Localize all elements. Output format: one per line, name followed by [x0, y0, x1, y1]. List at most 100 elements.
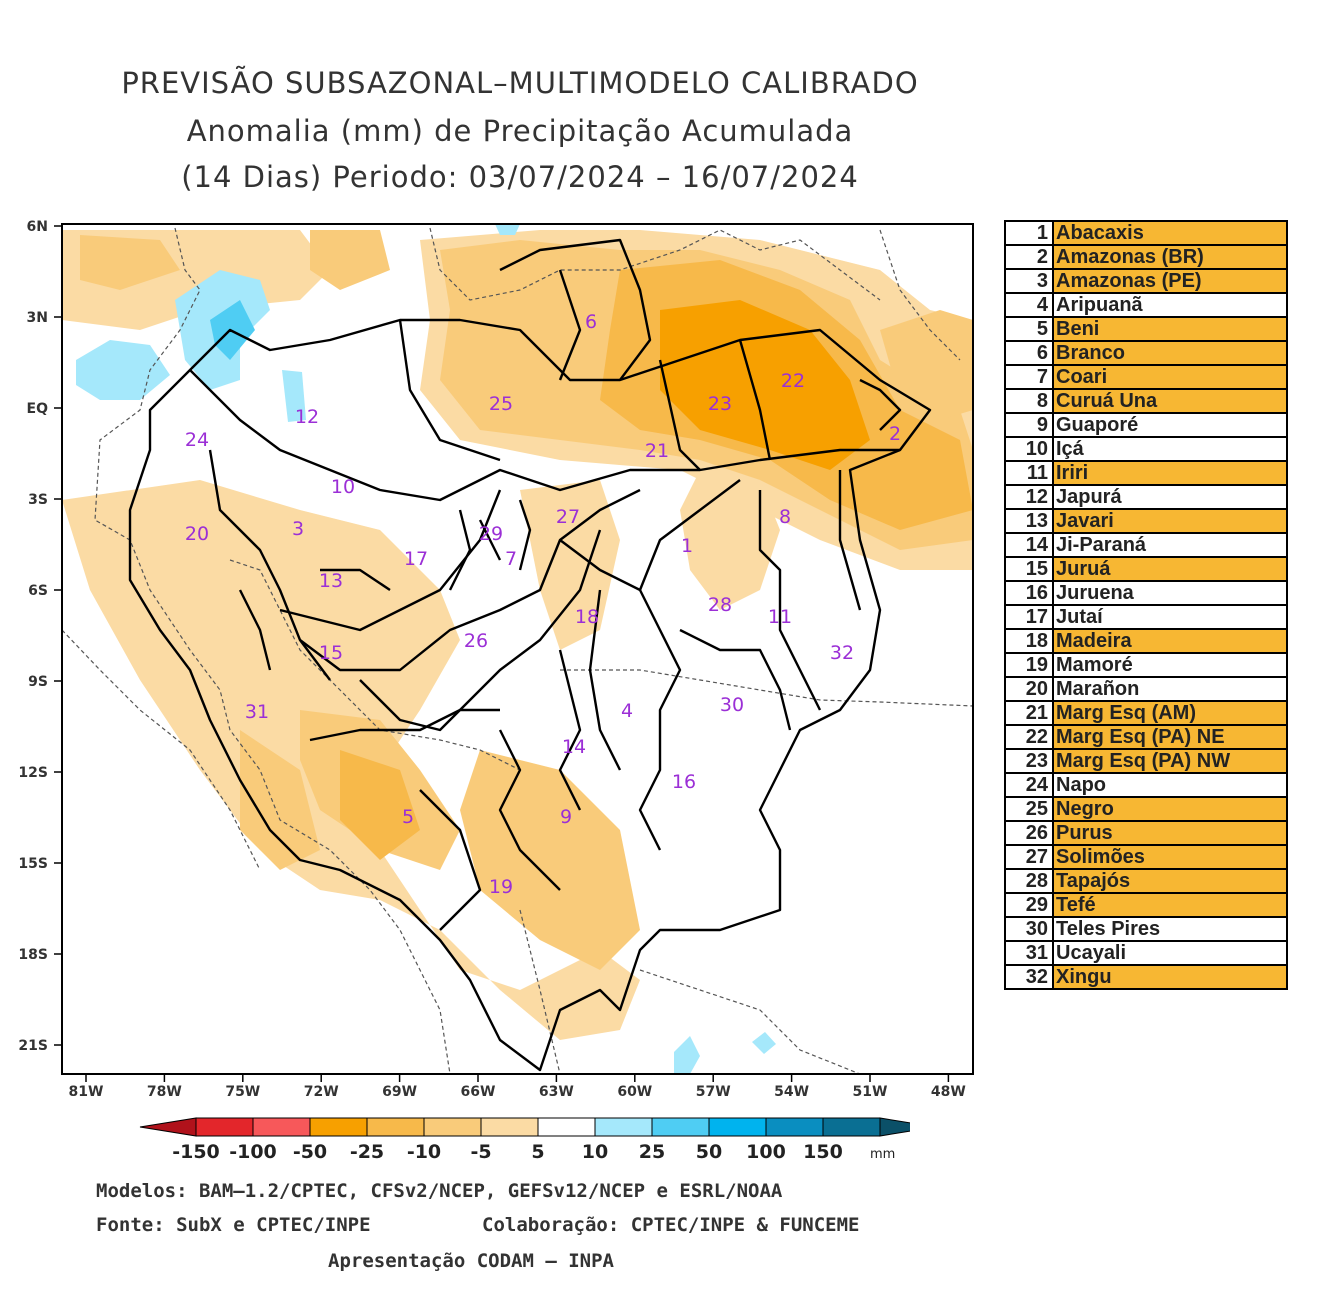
colorbar-box — [651, 1117, 710, 1137]
legend-basin-name: Madeira — [1052, 628, 1288, 654]
map-frame — [61, 223, 974, 1075]
legend-basin-name: Coari — [1052, 364, 1288, 390]
basin-label-25: 25 — [489, 393, 513, 415]
basin-label-9: 9 — [560, 806, 572, 828]
colorbar-label: 100 — [746, 1141, 786, 1163]
legend-row: 22 Marg Esq (PA) NE — [1004, 724, 1288, 750]
legend-basin-name: Juruá — [1052, 556, 1288, 582]
lat-label: 3S — [28, 492, 48, 508]
legend-row: 7 Coari — [1004, 364, 1288, 390]
basin-label-5: 5 — [402, 806, 414, 828]
lon-label: 69W — [382, 1084, 417, 1100]
legend-row: 28 Tapajós — [1004, 868, 1288, 894]
legend-basin-name: Javari — [1052, 508, 1288, 534]
legend-row: 15 Juruá — [1004, 556, 1288, 582]
legend-basin-name: Solimões — [1052, 844, 1288, 870]
lon-label: 60W — [617, 1084, 652, 1100]
colorbar-left-arrow — [139, 1117, 197, 1137]
lon-label: 81W — [69, 1084, 104, 1100]
basin-label-27: 27 — [556, 506, 580, 528]
legend-basin-name: Branco — [1052, 340, 1288, 366]
colorbar-label: 25 — [639, 1141, 665, 1163]
basin-label-4: 4 — [621, 700, 633, 722]
legend-number: 16 — [1004, 580, 1054, 606]
legend-number: 15 — [1004, 556, 1054, 582]
legend-row: 16 Juruena — [1004, 580, 1288, 606]
legend-basin-name: Negro — [1052, 796, 1288, 822]
basin-boundaries — [128, 238, 932, 1072]
basin-label-15: 15 — [319, 642, 343, 664]
basin-label-32: 32 — [830, 642, 854, 664]
longitude-axis: 81W 78W 75W 72W 69W 66W 63W 60W 57W 54W 51W 48W — [69, 1074, 966, 1100]
legend-number: 12 — [1004, 484, 1054, 510]
legend-number: 27 — [1004, 844, 1054, 870]
basin-label-23: 23 — [708, 393, 732, 415]
legend-basin-name: Ucayali — [1052, 940, 1288, 966]
legend-row: 14 Ji-Paraná — [1004, 532, 1288, 558]
legend-basin-name: Tefé — [1052, 892, 1288, 918]
legend-basin-name: Teles Pires — [1052, 916, 1288, 942]
footer-presentation: Apresentação CODAM – INPA — [328, 1250, 614, 1272]
legend-number: 8 — [1004, 388, 1054, 414]
colorbar-label: 5 — [531, 1141, 544, 1163]
legend-row: 1 Abacaxis — [1004, 220, 1288, 246]
lon-label: 48W — [931, 1084, 966, 1100]
legend-number: 23 — [1004, 748, 1054, 774]
legend-row: 3 Amazonas (PE) — [1004, 268, 1288, 294]
legend-basin-name: Içá — [1052, 436, 1288, 462]
map-title-line1: PREVISÃO SUBSAZONAL–MULTIMODELO CALIBRAD… — [121, 66, 919, 100]
legend-row: 31 Ucayali — [1004, 940, 1288, 966]
basin-label-26: 26 — [464, 630, 488, 652]
legend-number: 24 — [1004, 772, 1054, 798]
footer-source: Fonte: SubX e CPTEC/INPE — [96, 1214, 371, 1236]
legend-basin-name: Ji-Paraná — [1052, 532, 1288, 558]
basin-label-29: 29 — [479, 523, 503, 545]
colorbar-label: -50 — [293, 1141, 327, 1163]
legend-basin-name: Marg Esq (AM) — [1052, 700, 1288, 726]
legend-row: 18 Madeira — [1004, 628, 1288, 654]
colorbar-box — [594, 1117, 653, 1137]
basin-label-2: 2 — [889, 423, 901, 445]
legend-row: 26 Purus — [1004, 820, 1288, 846]
legend-number: 29 — [1004, 892, 1054, 918]
colorbar-label: -5 — [470, 1141, 491, 1163]
legend-number: 11 — [1004, 460, 1054, 486]
basin-label-11: 11 — [768, 606, 792, 628]
basin-label-22: 22 — [781, 370, 805, 392]
colorbar-label: 150 — [803, 1141, 843, 1163]
legend-number: 3 — [1004, 268, 1054, 294]
legend-number: 17 — [1004, 604, 1054, 630]
colorbar-label: 10 — [582, 1141, 608, 1163]
legend-basin-name: Juruena — [1052, 580, 1288, 606]
legend-number: 14 — [1004, 532, 1054, 558]
colorbar-box — [708, 1117, 767, 1137]
basin-label-31: 31 — [245, 701, 269, 723]
colorbar-box — [366, 1117, 425, 1137]
legend-basin-name: Iriri — [1052, 460, 1288, 486]
legend-row: 27 Solimões — [1004, 844, 1288, 870]
legend-row: 4 Aripuanã — [1004, 292, 1288, 318]
legend-row: 5 Beni — [1004, 316, 1288, 342]
lon-label: 51W — [853, 1084, 888, 1100]
precipitation-anomaly-map: 6N 3N EQ 3S 6S 9S 12S 15S 18S 21S 81W 78W 75W 72W 69W… — [18, 219, 974, 1100]
legend-basin-name: Xingu — [1052, 964, 1288, 990]
legend-basin-name: Napo — [1052, 772, 1288, 798]
legend-number: 1 — [1004, 220, 1054, 246]
legend-basin-name: Jutaí — [1052, 604, 1288, 630]
lat-label: 6N — [27, 219, 48, 235]
legend-number: 30 — [1004, 916, 1054, 942]
footer-models: Modelos: BAM–1.2/CPTEC, CFSv2/NCEP, GEFS… — [96, 1180, 783, 1202]
basin-label-1: 1 — [681, 535, 693, 557]
colorbar-box — [537, 1117, 596, 1137]
colorbar-box — [423, 1117, 482, 1137]
basin-label-30: 30 — [720, 694, 744, 716]
legend-number: 32 — [1004, 964, 1054, 990]
legend-number: 10 — [1004, 436, 1054, 462]
colorbar-label: -25 — [350, 1141, 384, 1163]
basin-label-28: 28 — [708, 594, 732, 616]
lon-label: 75W — [225, 1084, 260, 1100]
legend-row: 21 Marg Esq (AM) — [1004, 700, 1288, 726]
legend-row: 10 Içá — [1004, 436, 1288, 462]
lon-label: 66W — [461, 1084, 496, 1100]
colorbar-unit: mm — [870, 1147, 895, 1162]
